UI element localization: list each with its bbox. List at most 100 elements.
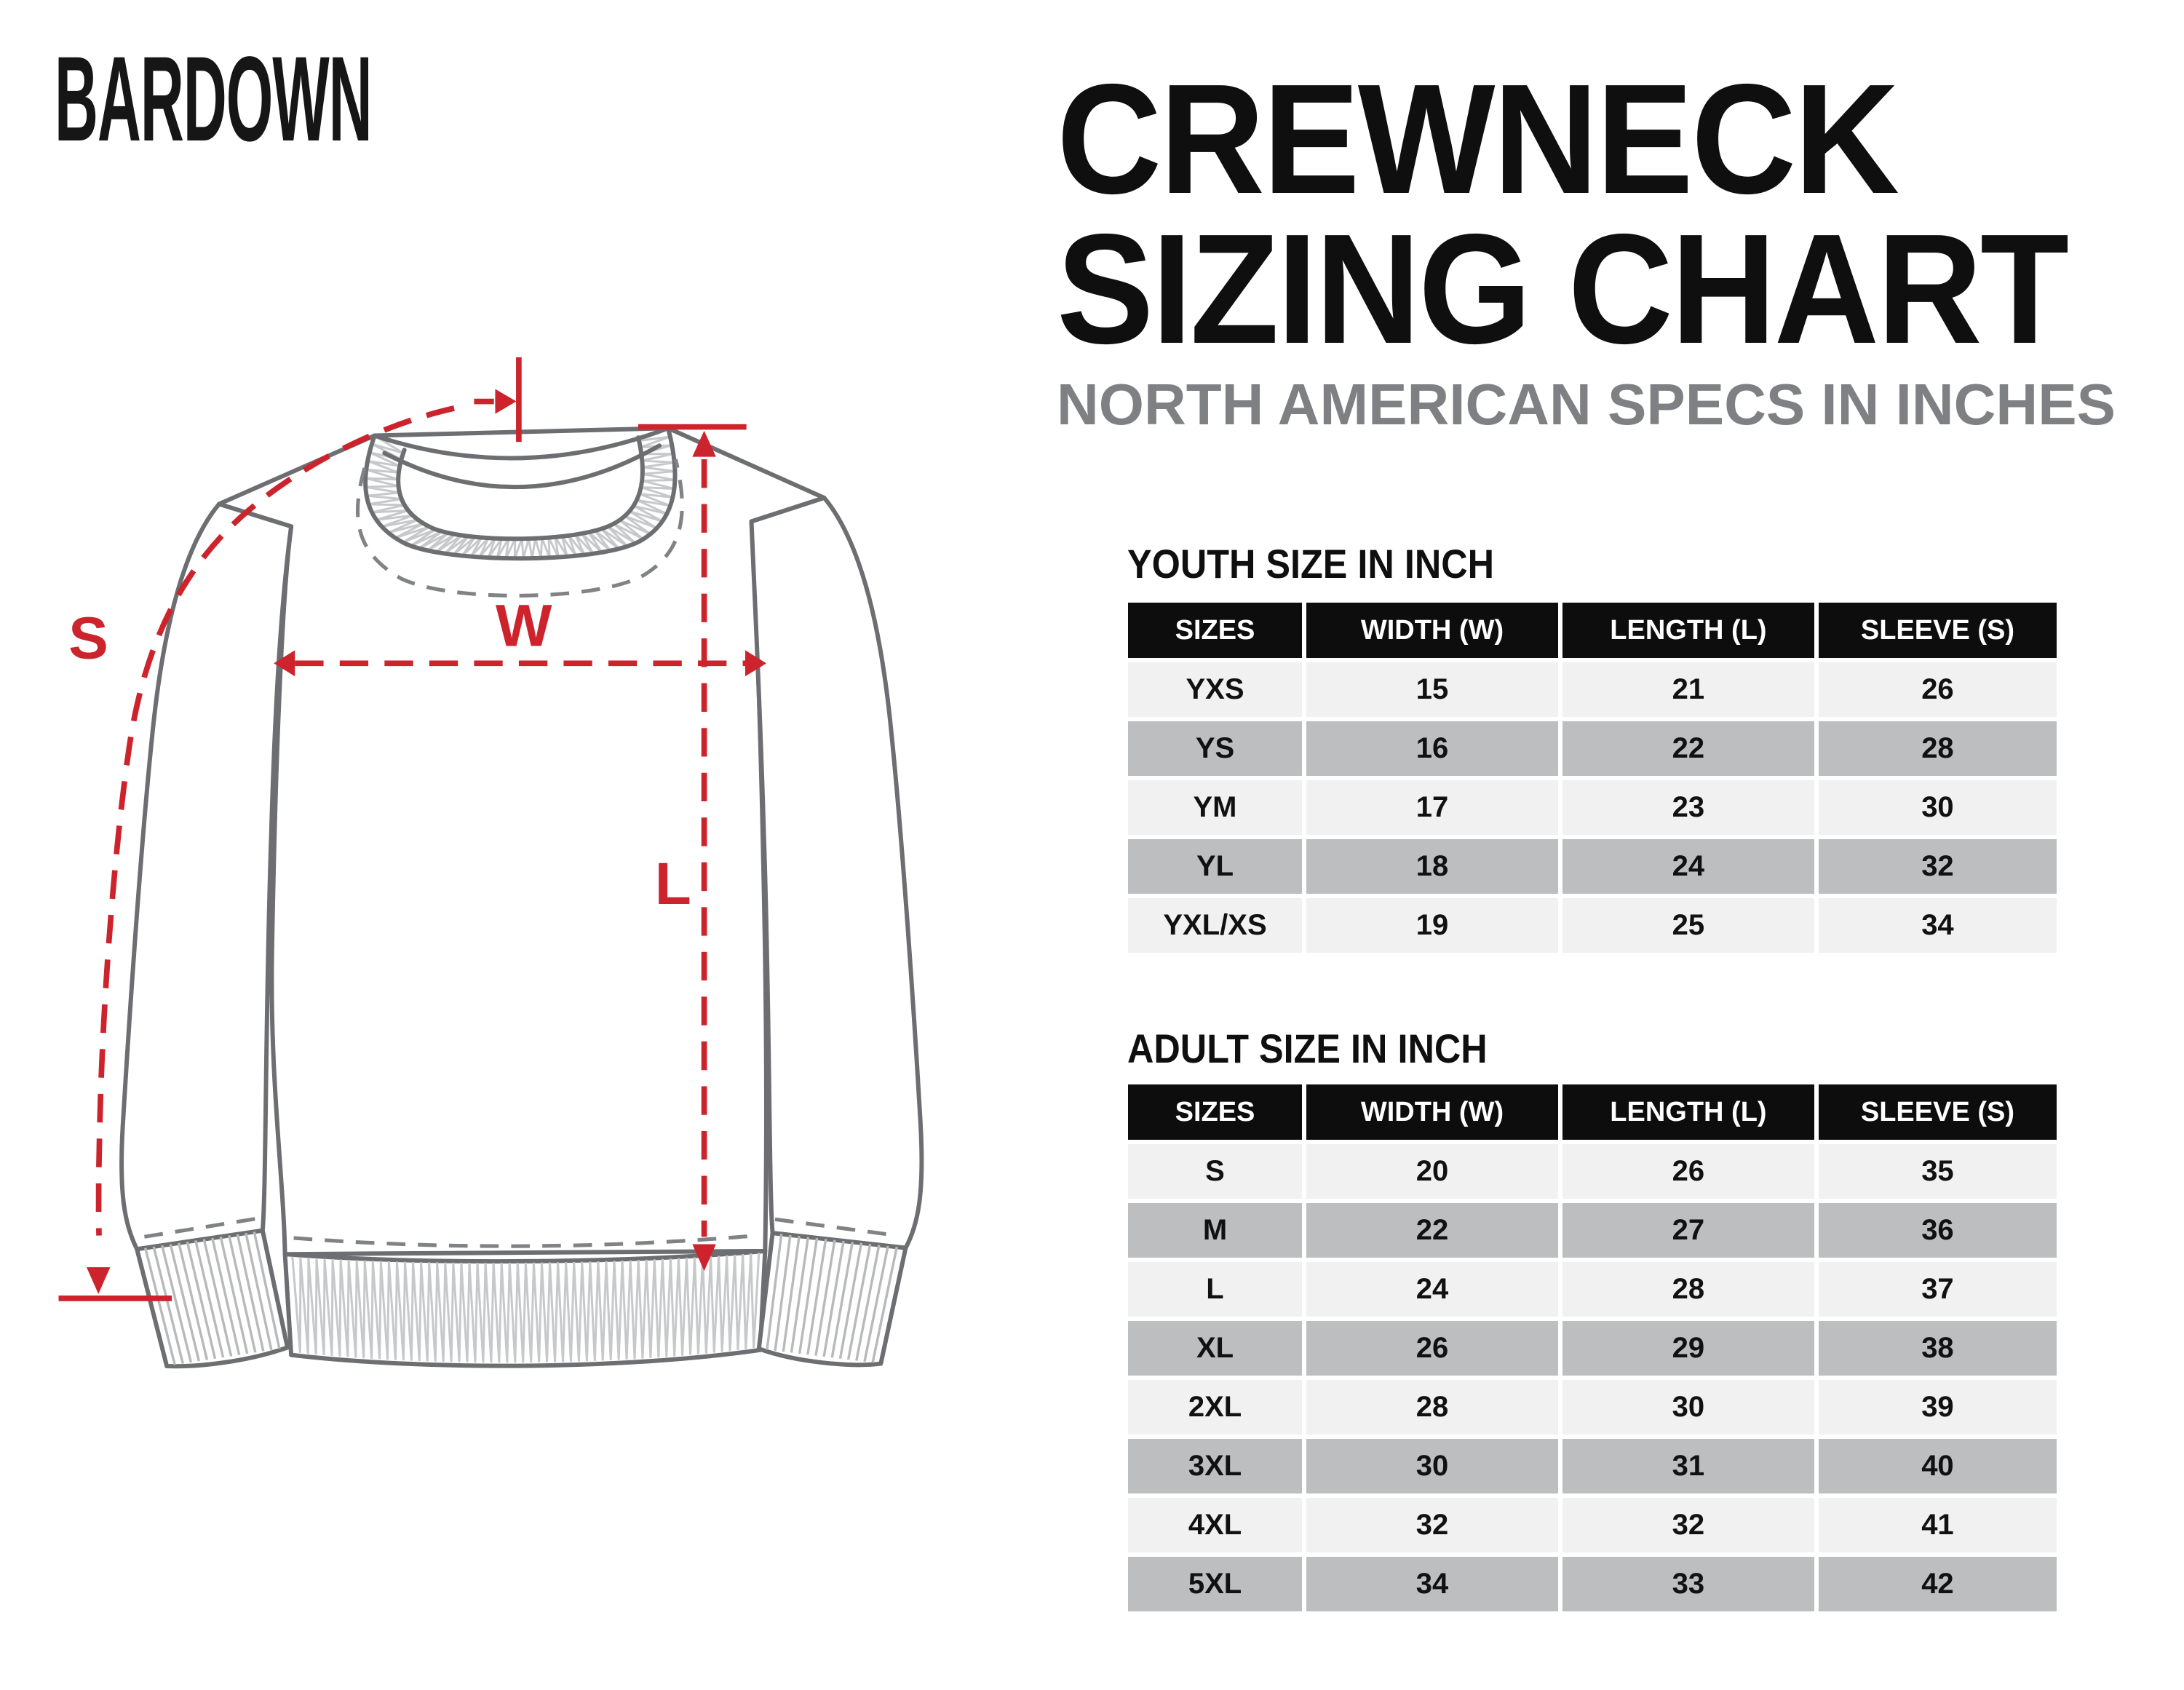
table-row: 2XL 28 30 39 (1128, 1380, 2057, 1435)
table-cell: XL (1128, 1321, 1303, 1376)
table-row: XL 26 29 38 (1128, 1321, 2057, 1376)
hem-seam-dashed (293, 1233, 758, 1248)
table-cell: 41 (1818, 1498, 2057, 1552)
column-header: WIDTH (W) (1306, 603, 1558, 658)
table-cell: YS (1128, 721, 1303, 776)
sweater-illustration: W L S (58, 357, 924, 1369)
table-cell: 34 (1306, 1557, 1558, 1611)
length-label: L (655, 851, 691, 917)
table-row: L 24 28 37 (1128, 1262, 2057, 1317)
table-cell: 30 (1818, 780, 2057, 835)
table-cell: L (1128, 1262, 1303, 1317)
table-cell: 4XL (1128, 1498, 1303, 1552)
table-cell: 32 (1818, 839, 2057, 894)
youth-section-heading: YOUTH SIZE IN INCH (1127, 541, 1495, 587)
table-cell: 32 (1306, 1498, 1558, 1552)
table-cell: 35 (1818, 1144, 2057, 1199)
column-header: SLEEVE (S) (1818, 603, 2057, 658)
table-cell: YXL/XS (1128, 898, 1303, 953)
table-cell: 40 (1818, 1439, 2057, 1493)
collar-outer-edge (363, 426, 678, 561)
table-cell: 15 (1306, 662, 1558, 717)
table-cell: 28 (1562, 1262, 1814, 1317)
right-sleeve (749, 496, 924, 1250)
table-cell: 28 (1818, 721, 2057, 776)
table-cell: M (1128, 1203, 1303, 1258)
table-cell: 17 (1306, 780, 1558, 835)
page-title-line2: SIZING CHART (1057, 201, 2069, 376)
table-cell: 3XL (1128, 1439, 1303, 1493)
table-row: YS 16 22 28 (1128, 721, 2057, 776)
table-cell: 28 (1306, 1380, 1558, 1435)
table-cell: 25 (1562, 898, 1814, 953)
table-cell: 20 (1306, 1144, 1558, 1199)
table-cell: 32 (1562, 1498, 1814, 1552)
column-header: WIDTH (W) (1306, 1084, 1558, 1140)
table-cell: 26 (1306, 1321, 1558, 1376)
table-cell: YXS (1128, 662, 1303, 717)
table-cell: 18 (1306, 839, 1558, 894)
table-cell: 23 (1562, 780, 1814, 835)
adult-size-table: SIZES WIDTH (W) LENGTH (L) SLEEVE (S) S 20 26… (1124, 1080, 2061, 1616)
header-row: SIZES WIDTH (W) LENGTH (L) SLEEVE (S) (1128, 603, 2057, 658)
collar-inner-edge (396, 435, 645, 541)
table-cell: 39 (1818, 1380, 2057, 1435)
table-cell: 24 (1306, 1262, 1558, 1317)
table-row: 5XL 34 33 42 (1128, 1557, 2057, 1611)
left-cuff-seam-dashed (144, 1216, 261, 1239)
length-arrow-down (692, 1244, 716, 1272)
left-sleeve (119, 501, 294, 1252)
table-cell: 2XL (1128, 1380, 1303, 1435)
page-subtitle: NORTH AMERICAN SPECS IN INCHES (1057, 372, 2116, 437)
table-cell: 37 (1818, 1262, 2057, 1317)
table-cell: 33 (1562, 1557, 1814, 1611)
adult-table-header: SIZES WIDTH (W) LENGTH (L) SLEEVE (S) (1128, 1084, 2057, 1140)
table-cell: 38 (1818, 1321, 2057, 1376)
table-cell: 16 (1306, 721, 1558, 776)
table-cell: 31 (1562, 1439, 1814, 1493)
column-header: LENGTH (L) (1562, 603, 1814, 658)
table-row: YXS 15 21 26 (1128, 662, 2057, 717)
sleeve-measure-curve (95, 405, 455, 1236)
table-cell: 24 (1562, 839, 1814, 894)
table-cell: 36 (1818, 1203, 2057, 1258)
table-row: YL 18 24 32 (1128, 839, 2057, 894)
table-row: 3XL 30 31 40 (1128, 1439, 2057, 1493)
youth-table-body: YXS 15 21 26 YS 16 22 28 YM 17 23 30 YL 18 24 32 YXL/XS 1… (1128, 662, 2057, 953)
table-row: YM 17 23 30 (1128, 780, 2057, 835)
youth-size-table: SIZES WIDTH (W) LENGTH (L) SLEEVE (S) YXS 15… (1124, 598, 2061, 957)
table-cell: 34 (1818, 898, 2057, 953)
column-header: SLEEVE (S) (1818, 1084, 2057, 1140)
adult-section-heading: ADULT SIZE IN INCH (1127, 1025, 1488, 1071)
sleeve-arrow-right (495, 389, 517, 414)
width-arrow-right (744, 650, 767, 677)
table-cell: 30 (1562, 1380, 1814, 1435)
table-row: M 22 27 36 (1128, 1203, 2057, 1258)
table-cell: 29 (1562, 1321, 1814, 1376)
sleeve-arrow-down (86, 1267, 111, 1294)
table-cell: 26 (1562, 1144, 1814, 1199)
collar-seam-dashed (355, 459, 684, 598)
table-cell: 42 (1818, 1557, 2057, 1611)
table-cell: 5XL (1128, 1557, 1303, 1611)
page-title: CREWNECK SIZING CHART (1057, 60, 2069, 376)
table-cell: 26 (1818, 662, 2057, 717)
table-row: YXL/XS 19 25 34 (1128, 898, 2057, 953)
table-cell: 21 (1562, 662, 1814, 717)
back-neck-upper-arc (372, 426, 671, 461)
column-header: SIZES (1128, 1084, 1303, 1140)
table-cell: 27 (1562, 1203, 1814, 1258)
sleeve-label: S (68, 605, 108, 671)
table-row: 4XL 32 32 41 (1128, 1498, 2057, 1552)
width-arrow-left (274, 650, 295, 677)
table-row: S 20 26 35 (1128, 1144, 2057, 1199)
header-row: SIZES WIDTH (W) LENGTH (L) SLEEVE (S) (1128, 1084, 2057, 1140)
table-cell: YM (1128, 780, 1303, 835)
table-cell: 22 (1562, 721, 1814, 776)
column-header: LENGTH (L) (1562, 1084, 1814, 1140)
table-cell: 30 (1306, 1439, 1558, 1493)
table-cell: YL (1128, 839, 1303, 894)
brand-logo: BARDOWN (55, 32, 373, 167)
back-neck-lower-arc (382, 443, 662, 490)
column-header: SIZES (1128, 603, 1303, 658)
